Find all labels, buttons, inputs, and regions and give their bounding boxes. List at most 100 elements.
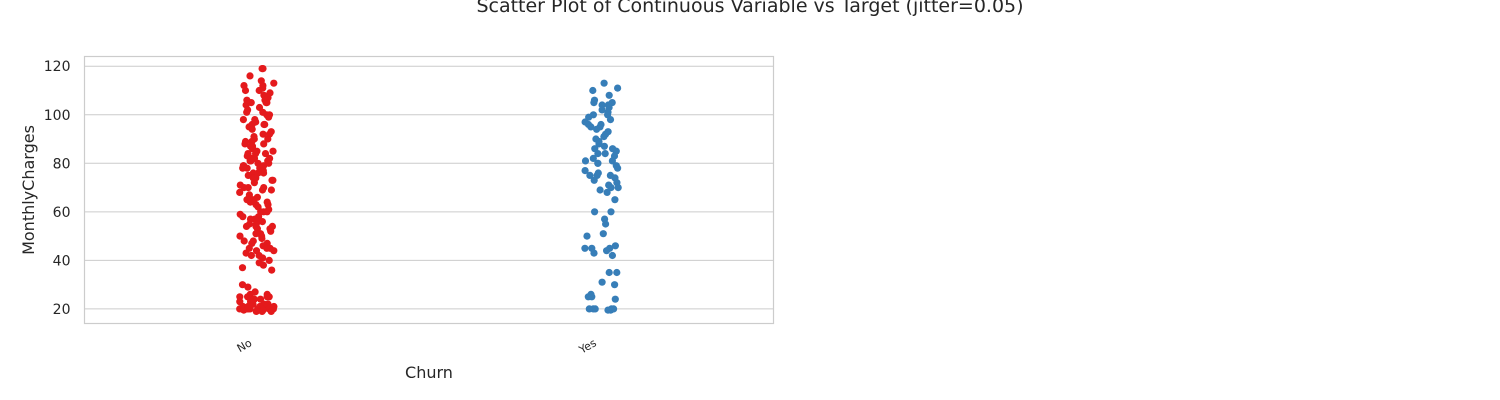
point-yes: [587, 123, 595, 131]
point-yes: [583, 232, 591, 240]
y-tick-label-60: 60: [53, 205, 71, 221]
point-yes: [606, 171, 615, 179]
point-yes: [581, 157, 590, 165]
point-no: [248, 154, 256, 162]
point-yes: [604, 101, 612, 109]
point-no: [236, 188, 244, 196]
y-axis-label: MonthlyCharges: [19, 125, 38, 255]
point-yes: [598, 278, 606, 286]
point-no: [269, 305, 277, 313]
point-no: [270, 79, 278, 87]
y-tick-label-100: 100: [44, 108, 71, 124]
point-no: [247, 123, 255, 131]
y-tick-label-120: 120: [44, 59, 71, 75]
point-yes: [611, 281, 619, 289]
point-no: [252, 222, 260, 230]
point-no: [252, 307, 260, 315]
point-yes: [604, 306, 612, 314]
point-no: [240, 184, 248, 192]
point-no: [259, 130, 267, 138]
point-yes: [614, 84, 622, 92]
point-yes: [581, 244, 589, 252]
point-yes: [588, 244, 596, 252]
point-yes: [613, 268, 621, 277]
point-yes: [608, 251, 617, 260]
point-no: [259, 65, 267, 73]
point-yes: [598, 106, 606, 114]
y-tick-label-80: 80: [53, 156, 71, 172]
point-no: [255, 86, 263, 95]
point-no: [243, 164, 251, 172]
point-yes: [607, 208, 615, 216]
point-no: [256, 295, 265, 303]
point-yes: [589, 154, 597, 162]
point-no: [248, 239, 256, 247]
point-yes: [611, 295, 619, 303]
x-tick-labels: No Yes: [235, 336, 599, 357]
point-yes: [590, 176, 598, 184]
point-no: [265, 113, 273, 121]
point-no: [263, 208, 271, 216]
point-no: [268, 266, 276, 274]
point-yes: [591, 208, 599, 216]
point-yes: [611, 196, 619, 204]
point-yes: [605, 268, 613, 277]
plot-frame: [83, 55, 775, 325]
point-no: [265, 256, 273, 264]
point-no: [264, 135, 272, 143]
point-no: [259, 261, 267, 269]
y-tick-label-40: 40: [53, 253, 71, 269]
point-yes: [594, 159, 602, 167]
point-yes: [602, 220, 610, 228]
point-no: [269, 147, 277, 155]
point-no: [251, 116, 259, 124]
point-yes: [600, 133, 608, 141]
point-yes: [614, 184, 622, 192]
point-no: [258, 307, 266, 315]
point-no: [242, 222, 251, 230]
point-no: [240, 237, 248, 245]
point-yes: [600, 142, 609, 150]
point-yes: [603, 247, 611, 255]
point-no: [246, 72, 254, 80]
point-no: [260, 140, 268, 148]
x-axis-label: Churn: [405, 363, 453, 382]
point-no: [241, 140, 249, 148]
point-yes: [606, 116, 615, 124]
point-no: [252, 230, 260, 238]
point-no: [260, 184, 268, 192]
point-yes: [614, 164, 622, 172]
point-no: [243, 108, 251, 116]
point-yes: [594, 150, 602, 158]
point-yes: [581, 167, 589, 175]
point-no: [236, 293, 244, 301]
point-no: [238, 264, 247, 272]
data-points: [236, 65, 622, 315]
point-no: [246, 198, 254, 206]
point-no: [261, 150, 270, 158]
point-no: [253, 193, 261, 201]
point-no: [269, 176, 277, 184]
point-yes: [608, 157, 617, 165]
point-no: [258, 218, 266, 226]
point-yes: [599, 230, 607, 238]
point-no: [247, 251, 255, 260]
point-no: [248, 142, 257, 150]
point-yes: [590, 99, 598, 107]
point-yes: [586, 171, 594, 179]
point-no: [262, 99, 270, 107]
point-yes: [589, 86, 597, 95]
point-yes: [607, 184, 615, 192]
point-yes: [588, 293, 596, 301]
point-no: [240, 82, 248, 90]
point-yes: [591, 305, 599, 313]
y-tick-labels: 20 40 60 80 100 120: [44, 59, 71, 318]
point-no: [260, 120, 268, 129]
point-no: [267, 186, 275, 194]
point-no: [246, 215, 255, 223]
point-no: [252, 174, 260, 182]
point-no: [238, 281, 247, 289]
point-yes: [585, 305, 593, 313]
chart-title: Scatter Plot of Continuous Variable vs T…: [476, 0, 1023, 17]
